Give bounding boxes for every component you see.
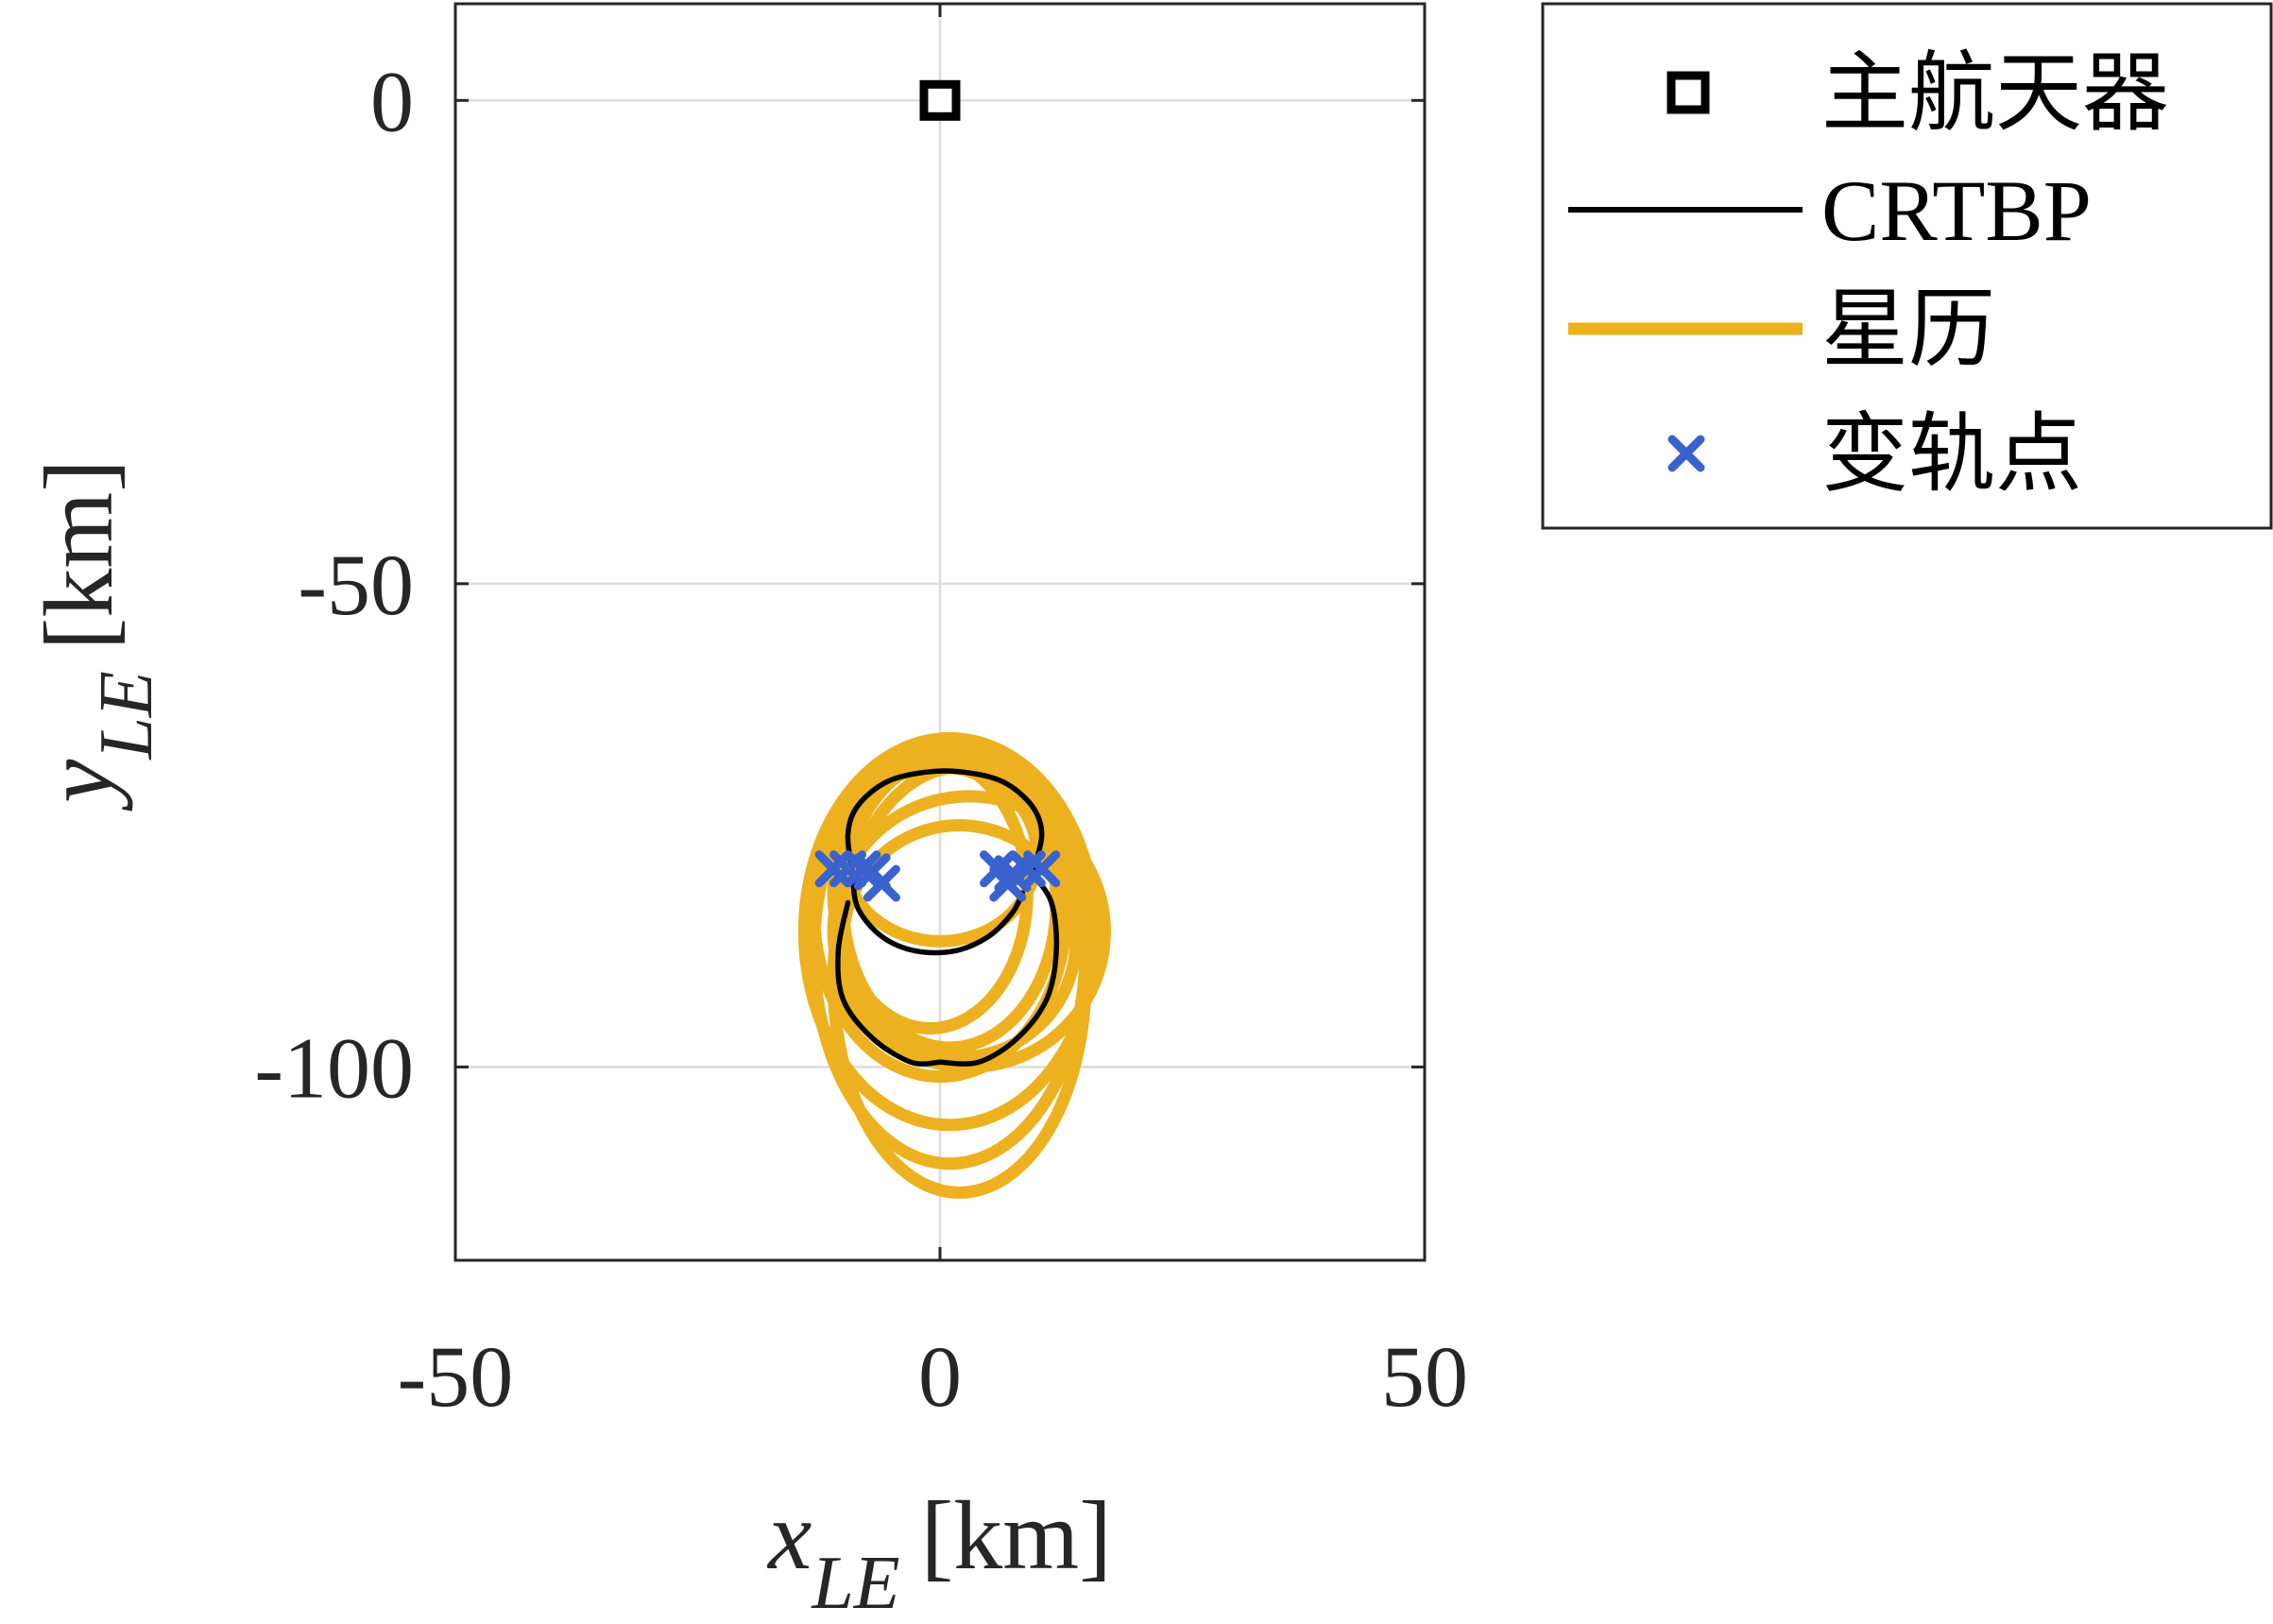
- legend-label: 星历: [1821, 282, 1995, 378]
- chief-spacecraft-marker: [919, 79, 961, 121]
- legend-entry: CRTBP: [1568, 162, 2092, 259]
- y-tick-label: 0: [370, 53, 414, 149]
- y-axis-var: y: [25, 759, 133, 812]
- x-axis-unit: [km]: [921, 1481, 1112, 1590]
- legend-entry: 主航天器: [1666, 45, 2169, 142]
- legend-x-marker: [1667, 435, 1705, 472]
- maneuver-point: [863, 864, 900, 902]
- legend-square-marker: [1666, 71, 1710, 114]
- y-axis-unit: [km]: [25, 459, 133, 650]
- y-tick-label: -50: [298, 537, 414, 633]
- y-tick-label: -100: [254, 1019, 414, 1116]
- legend-entry: 星历: [1568, 282, 1995, 378]
- legend-box: [1541, 2, 2273, 530]
- crtbp-orbit-left-crescent: [835, 899, 943, 1067]
- legend-entry: 变轨点: [1667, 406, 2082, 503]
- ephemeris-orbit-loop: [836, 819, 1083, 1064]
- x-axis-subscript: LE: [811, 1542, 899, 1624]
- maneuver-point: [1023, 850, 1061, 888]
- legend-label: CRTBP: [1821, 162, 2092, 259]
- crtbp-orbit-lower-left-arc: [849, 871, 1025, 956]
- x-tick-label: -50: [398, 1328, 514, 1425]
- legend-label: 变轨点: [1821, 406, 2082, 503]
- maneuver-point: [989, 864, 1027, 902]
- x-axis-label: xLE [km]: [766, 1481, 1112, 1624]
- y-axis-label: yLE [km]: [25, 459, 168, 812]
- legend-label: 主航天器: [1821, 45, 2169, 142]
- x-tick-label: 0: [918, 1328, 962, 1425]
- x-axis-var: x: [766, 1481, 812, 1590]
- plot-data: [797, 732, 1111, 1199]
- y-axis-subscript: LE: [85, 671, 168, 760]
- crtbp-orbit-upper-arc: [845, 768, 1045, 877]
- ticks: -50 0 50 0 -50 -100: [254, 4, 1468, 1425]
- ephemeris-orbit-loop: [827, 790, 1111, 1073]
- crtbp-orbit-right-crescent: [937, 871, 1060, 1067]
- x-tick-label: 50: [1381, 1328, 1468, 1425]
